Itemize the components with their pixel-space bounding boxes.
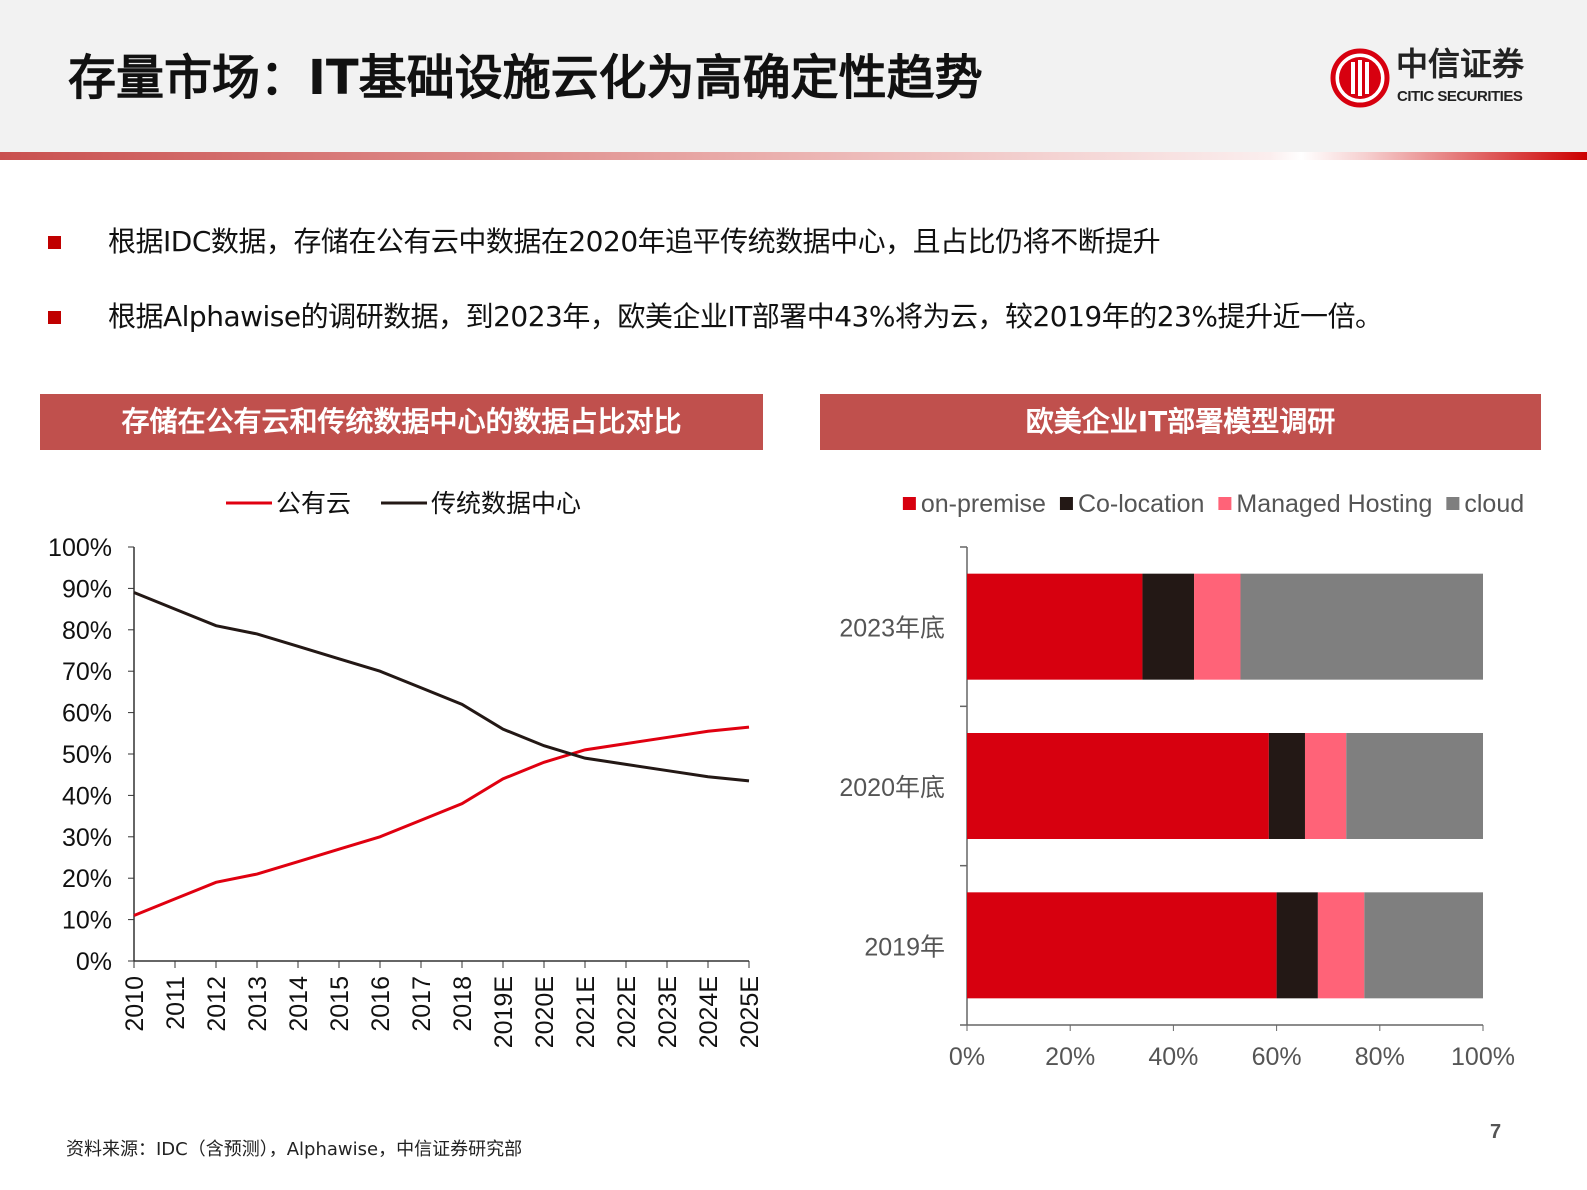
- legend-label: 公有云: [276, 490, 351, 518]
- x-tick-label: 2019E: [490, 976, 518, 1048]
- x-tick-label: 60%: [1252, 1043, 1302, 1071]
- bar-segment-managed-hosting: [1304, 733, 1347, 839]
- bar-segment-managed-hosting: [1317, 892, 1365, 999]
- citic-logo: 中信证券 CITIC SECURITIES: [1330, 46, 1560, 110]
- x-tick-label: 2022E: [613, 976, 641, 1048]
- y-tick-label: 10%: [62, 907, 112, 935]
- x-tick-label: 80%: [1355, 1043, 1405, 1071]
- x-tick-label: 2015: [326, 976, 354, 1032]
- bar-segment-on-premise: [967, 733, 1269, 839]
- series-line-public-cloud: [133, 725, 750, 917]
- category-label: 2020年底: [839, 774, 945, 802]
- legend-label: cloud: [1464, 490, 1524, 518]
- bar-segment-on-premise: [967, 573, 1143, 680]
- bar-segment-cloud: [1346, 733, 1483, 839]
- y-tick-label: 20%: [62, 865, 112, 893]
- bar-chart-title: 欧美企业IT部署模型调研: [820, 394, 1541, 450]
- x-tick-label: 2011: [162, 976, 190, 1030]
- legend-swatch: [1059, 497, 1073, 510]
- legend-swatch: [1446, 497, 1460, 510]
- bar-segment-cloud: [1240, 573, 1483, 680]
- x-tick-label: 2018: [449, 976, 477, 1032]
- x-tick-label: 2014: [285, 976, 313, 1032]
- citic-logo-icon: [1330, 48, 1390, 108]
- bullet-square-icon: [48, 236, 61, 249]
- x-tick-label: 2020E: [531, 976, 559, 1048]
- x-tick-label: 2024E: [695, 976, 723, 1048]
- x-tick-label: 2025E: [736, 976, 764, 1048]
- legend-label: 传统数据中心: [431, 490, 581, 518]
- bullet-square-icon: [48, 311, 61, 324]
- line-chart-title: 存储在公有云和传统数据中心的数据占比对比: [40, 394, 763, 450]
- bar-segment-co-location: [1142, 573, 1195, 680]
- legend-swatch: [902, 497, 916, 510]
- category-label: 2023年底: [839, 615, 945, 643]
- series-line-traditional: [133, 591, 750, 783]
- y-tick-label: 0%: [76, 948, 112, 976]
- x-tick-label: 2017: [408, 976, 436, 1032]
- x-tick-label: 2013: [244, 976, 272, 1032]
- bar-segment-co-location: [1268, 733, 1305, 839]
- legend-label: Co-location: [1078, 490, 1204, 518]
- bar-segment-co-location: [1276, 892, 1318, 999]
- x-tick-label: 100%: [1451, 1043, 1515, 1071]
- x-tick-label: 2021E: [572, 976, 600, 1048]
- legend-label: on-premise: [921, 490, 1046, 518]
- y-tick-label: 60%: [62, 700, 112, 728]
- source-note: 资料来源：IDC（含预测），Alphawise，中信证券研究部: [66, 1139, 523, 1160]
- bullet-text: 根据Alphawise的调研数据，到2023年，欧美企业IT部署中43%将为云，…: [108, 300, 1383, 333]
- x-tick-label: 0%: [949, 1043, 985, 1071]
- bar-segment-cloud: [1364, 892, 1483, 999]
- y-tick-label: 50%: [62, 741, 112, 769]
- x-tick-label: 2010: [121, 976, 149, 1032]
- legend: on-premise Co-location Managed Hosting clou…: [902, 490, 1524, 518]
- header: 存量市场：IT基础设施云化为高确定性趋势 中信证券 CITIC SECURITI…: [0, 0, 1587, 152]
- logo-text-en: CITIC SECURITIES: [1397, 88, 1523, 105]
- legend-label: Managed Hosting: [1236, 490, 1432, 518]
- bullet-text: 根据IDC数据，存储在公有云中数据在2020年追平传统数据中心，且占比仍将不断提…: [108, 225, 1161, 258]
- page-title: 存量市场：IT基础设施云化为高确定性趋势: [68, 50, 983, 106]
- legend-swatch: [1218, 497, 1232, 510]
- y-tick-label: 80%: [62, 617, 112, 645]
- x-tick-label: 2023E: [654, 976, 682, 1048]
- y-tick-label: 30%: [62, 824, 112, 852]
- line-chart: 0% 10% 20% 30% 40% 50% 60% 70% 80% 90% 100% 2010 201…: [48, 490, 764, 1048]
- x-tick-label: 40%: [1148, 1043, 1198, 1071]
- bar-chart: 0% 20% 40% 60% 80% 100% 2023年底 2020年底 2019年 on-pr…: [839, 490, 1524, 1071]
- x-tick-label: 2012: [203, 976, 231, 1032]
- y-tick-label: 90%: [62, 575, 112, 603]
- category-label: 2019年: [864, 933, 945, 961]
- x-tick-label: 2016: [367, 976, 395, 1032]
- header-divider: [0, 152, 1587, 160]
- y-tick-label: 100%: [48, 534, 112, 562]
- x-tick-label: 20%: [1045, 1043, 1095, 1071]
- page-number: 7: [1490, 1121, 1502, 1143]
- y-tick-label: 40%: [62, 782, 112, 810]
- y-tick-label: 70%: [62, 658, 112, 686]
- logo-text-cn: 中信证券: [1396, 45, 1525, 83]
- bar-segment-managed-hosting: [1194, 573, 1241, 680]
- bar-segment-on-premise: [967, 892, 1277, 999]
